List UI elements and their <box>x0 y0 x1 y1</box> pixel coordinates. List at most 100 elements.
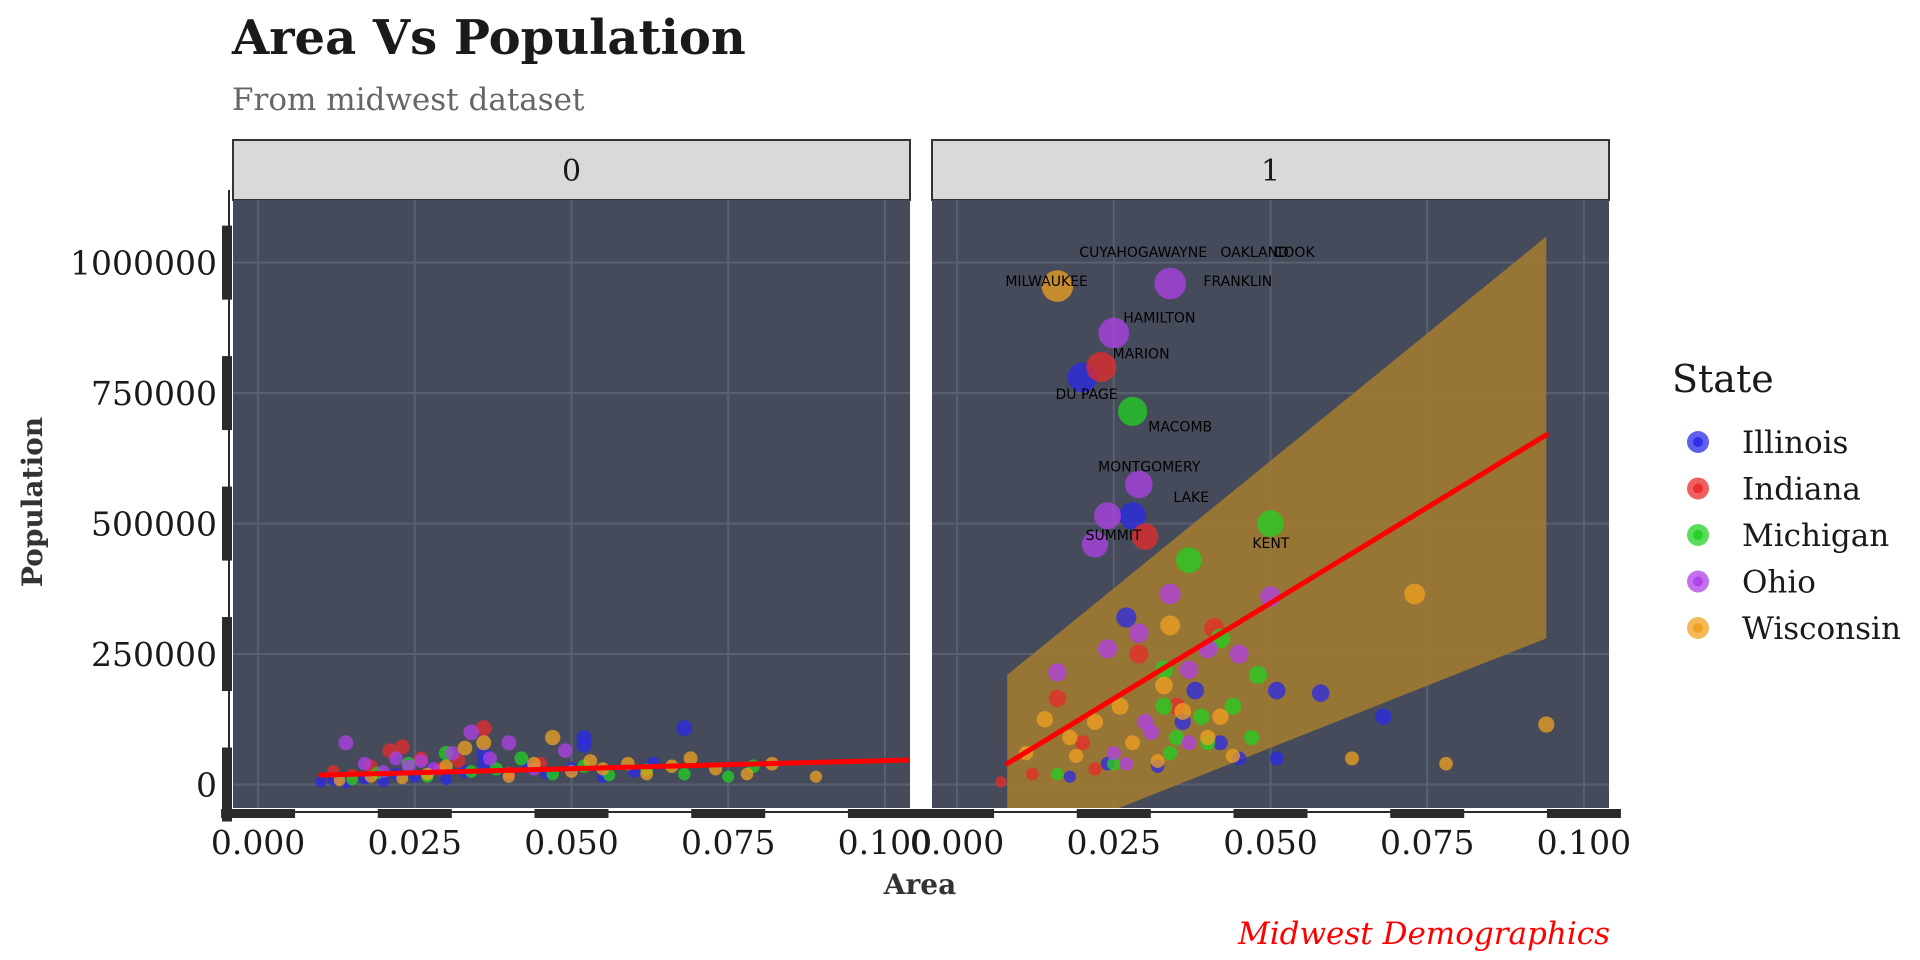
x-tick-mark <box>1076 809 1151 818</box>
data-point-wisconsin <box>583 754 598 768</box>
county-label: MONTGOMERY <box>1098 460 1201 476</box>
data-point-wisconsin <box>1404 583 1426 605</box>
data-point-michigan <box>1243 729 1260 746</box>
x-tick-mark <box>1233 809 1308 818</box>
legend-title: State <box>1672 357 1774 401</box>
data-point-wisconsin <box>1160 615 1181 636</box>
data-point-wisconsin <box>1150 754 1165 768</box>
x-tick-mark <box>1546 809 1621 818</box>
legend-swatch-dot <box>1693 437 1703 447</box>
y-tick-label: 0 <box>196 766 217 805</box>
data-point-illinois <box>1269 751 1284 766</box>
data-point-indiana <box>1074 735 1090 751</box>
facet-strip <box>232 139 911 201</box>
data-point-ohio <box>1129 623 1149 643</box>
legend-swatch-dot <box>1693 483 1703 494</box>
x-tick-mark <box>847 809 922 818</box>
legend-label: Ohio <box>1742 565 1816 601</box>
data-point-wisconsin <box>544 729 561 746</box>
county-label: CUYAHOGA <box>1079 245 1158 261</box>
panel-plot-area <box>233 200 910 808</box>
data-point-indiana <box>1129 644 1149 664</box>
y-tick-mark <box>222 617 232 692</box>
y-tick-label: 500000 <box>91 505 217 544</box>
x-tick-mark <box>691 809 766 818</box>
data-point-ohio <box>1119 756 1134 771</box>
data-point-michigan <box>1168 729 1185 746</box>
data-point-wisconsin <box>1155 676 1173 695</box>
data-point-wisconsin <box>640 767 654 781</box>
data-point-wisconsin <box>502 770 515 783</box>
legend-label: Michigan <box>1742 518 1889 554</box>
data-point-indiana <box>1025 767 1039 781</box>
county-label: MARION <box>1113 346 1170 362</box>
y-tick-mark <box>222 747 232 822</box>
x-tick-mark <box>920 809 995 818</box>
legend-item-indiana: Indiana <box>1687 472 1861 508</box>
legend-item-ohio: Ohio <box>1687 565 1816 601</box>
data-point-michigan <box>1163 746 1178 761</box>
data-point-wisconsin <box>1111 697 1129 715</box>
data-point-wisconsin <box>1069 748 1084 763</box>
data-point-wisconsin <box>527 756 541 771</box>
facet-strip-label: 1 <box>1261 154 1280 189</box>
data-point-indiana <box>1086 352 1117 383</box>
data-point-illinois <box>1212 735 1228 751</box>
y-tick-label: 750000 <box>91 374 217 413</box>
data-point-ohio <box>557 743 573 758</box>
chart-title: Area Vs Population <box>231 10 746 66</box>
y-tick-mark <box>222 356 232 431</box>
data-point-wisconsin <box>1125 735 1141 751</box>
data-point-indiana <box>475 720 492 737</box>
data-point-ohio <box>357 756 372 771</box>
x-tick-label: 0.075 <box>681 823 775 862</box>
legend-item-michigan: Michigan <box>1687 518 1889 554</box>
data-point-ohio <box>388 751 403 766</box>
data-point-illinois <box>440 773 453 786</box>
county-label: MILWAUKEE <box>1005 274 1088 290</box>
legend-label: Illinois <box>1742 425 1848 461</box>
data-point-ohio <box>483 751 498 766</box>
legend-swatch-dot <box>1693 576 1703 587</box>
data-point-ohio <box>1179 660 1199 679</box>
county-label: HAMILTON <box>1123 310 1195 326</box>
county-label: MACOMB <box>1148 419 1212 435</box>
data-point-illinois <box>1063 770 1077 783</box>
x-tick-label: 0.075 <box>1380 823 1474 862</box>
x-tick-mark <box>1390 809 1465 818</box>
data-point-michigan <box>678 767 691 781</box>
data-point-michigan <box>1176 547 1202 574</box>
data-point-illinois <box>1119 502 1147 530</box>
data-point-ohio <box>1048 663 1067 682</box>
legend: State Illinois Indiana Michigan Ohio Wiscons… <box>1672 357 1901 647</box>
chart-caption: Midwest Demographics <box>1237 916 1610 952</box>
data-point-ohio <box>445 746 460 761</box>
data-point-wisconsin <box>1086 713 1104 730</box>
data-point-wisconsin <box>457 740 473 756</box>
y-tick-mark <box>222 225 232 300</box>
data-point-ohio <box>338 735 354 751</box>
data-point-wisconsin <box>476 735 492 751</box>
x-tick-mark <box>534 809 609 818</box>
data-point-michigan <box>1155 697 1173 715</box>
x-tick-label: 0.100 <box>838 823 932 862</box>
data-point-illinois <box>315 776 327 788</box>
data-point-wisconsin <box>1062 729 1078 746</box>
x-tick-label: 0.100 <box>1537 823 1631 862</box>
data-point-wisconsin <box>809 770 823 783</box>
y-tick-label: 1000000 <box>70 244 217 283</box>
data-point-wisconsin <box>740 767 754 781</box>
fit-line <box>318 757 910 778</box>
data-point-indiana <box>1048 689 1067 708</box>
data-point-illinois <box>1116 607 1137 628</box>
data-point-michigan <box>1257 510 1284 537</box>
x-tick-label: 0.025 <box>1067 823 1161 862</box>
data-point-wisconsin <box>1538 716 1555 733</box>
county-label: SUMMIT <box>1086 528 1142 544</box>
data-point-wisconsin <box>1174 703 1192 720</box>
data-point-ohio <box>1137 713 1154 730</box>
data-point-ohio <box>401 759 416 773</box>
data-point-wisconsin <box>1041 270 1074 302</box>
